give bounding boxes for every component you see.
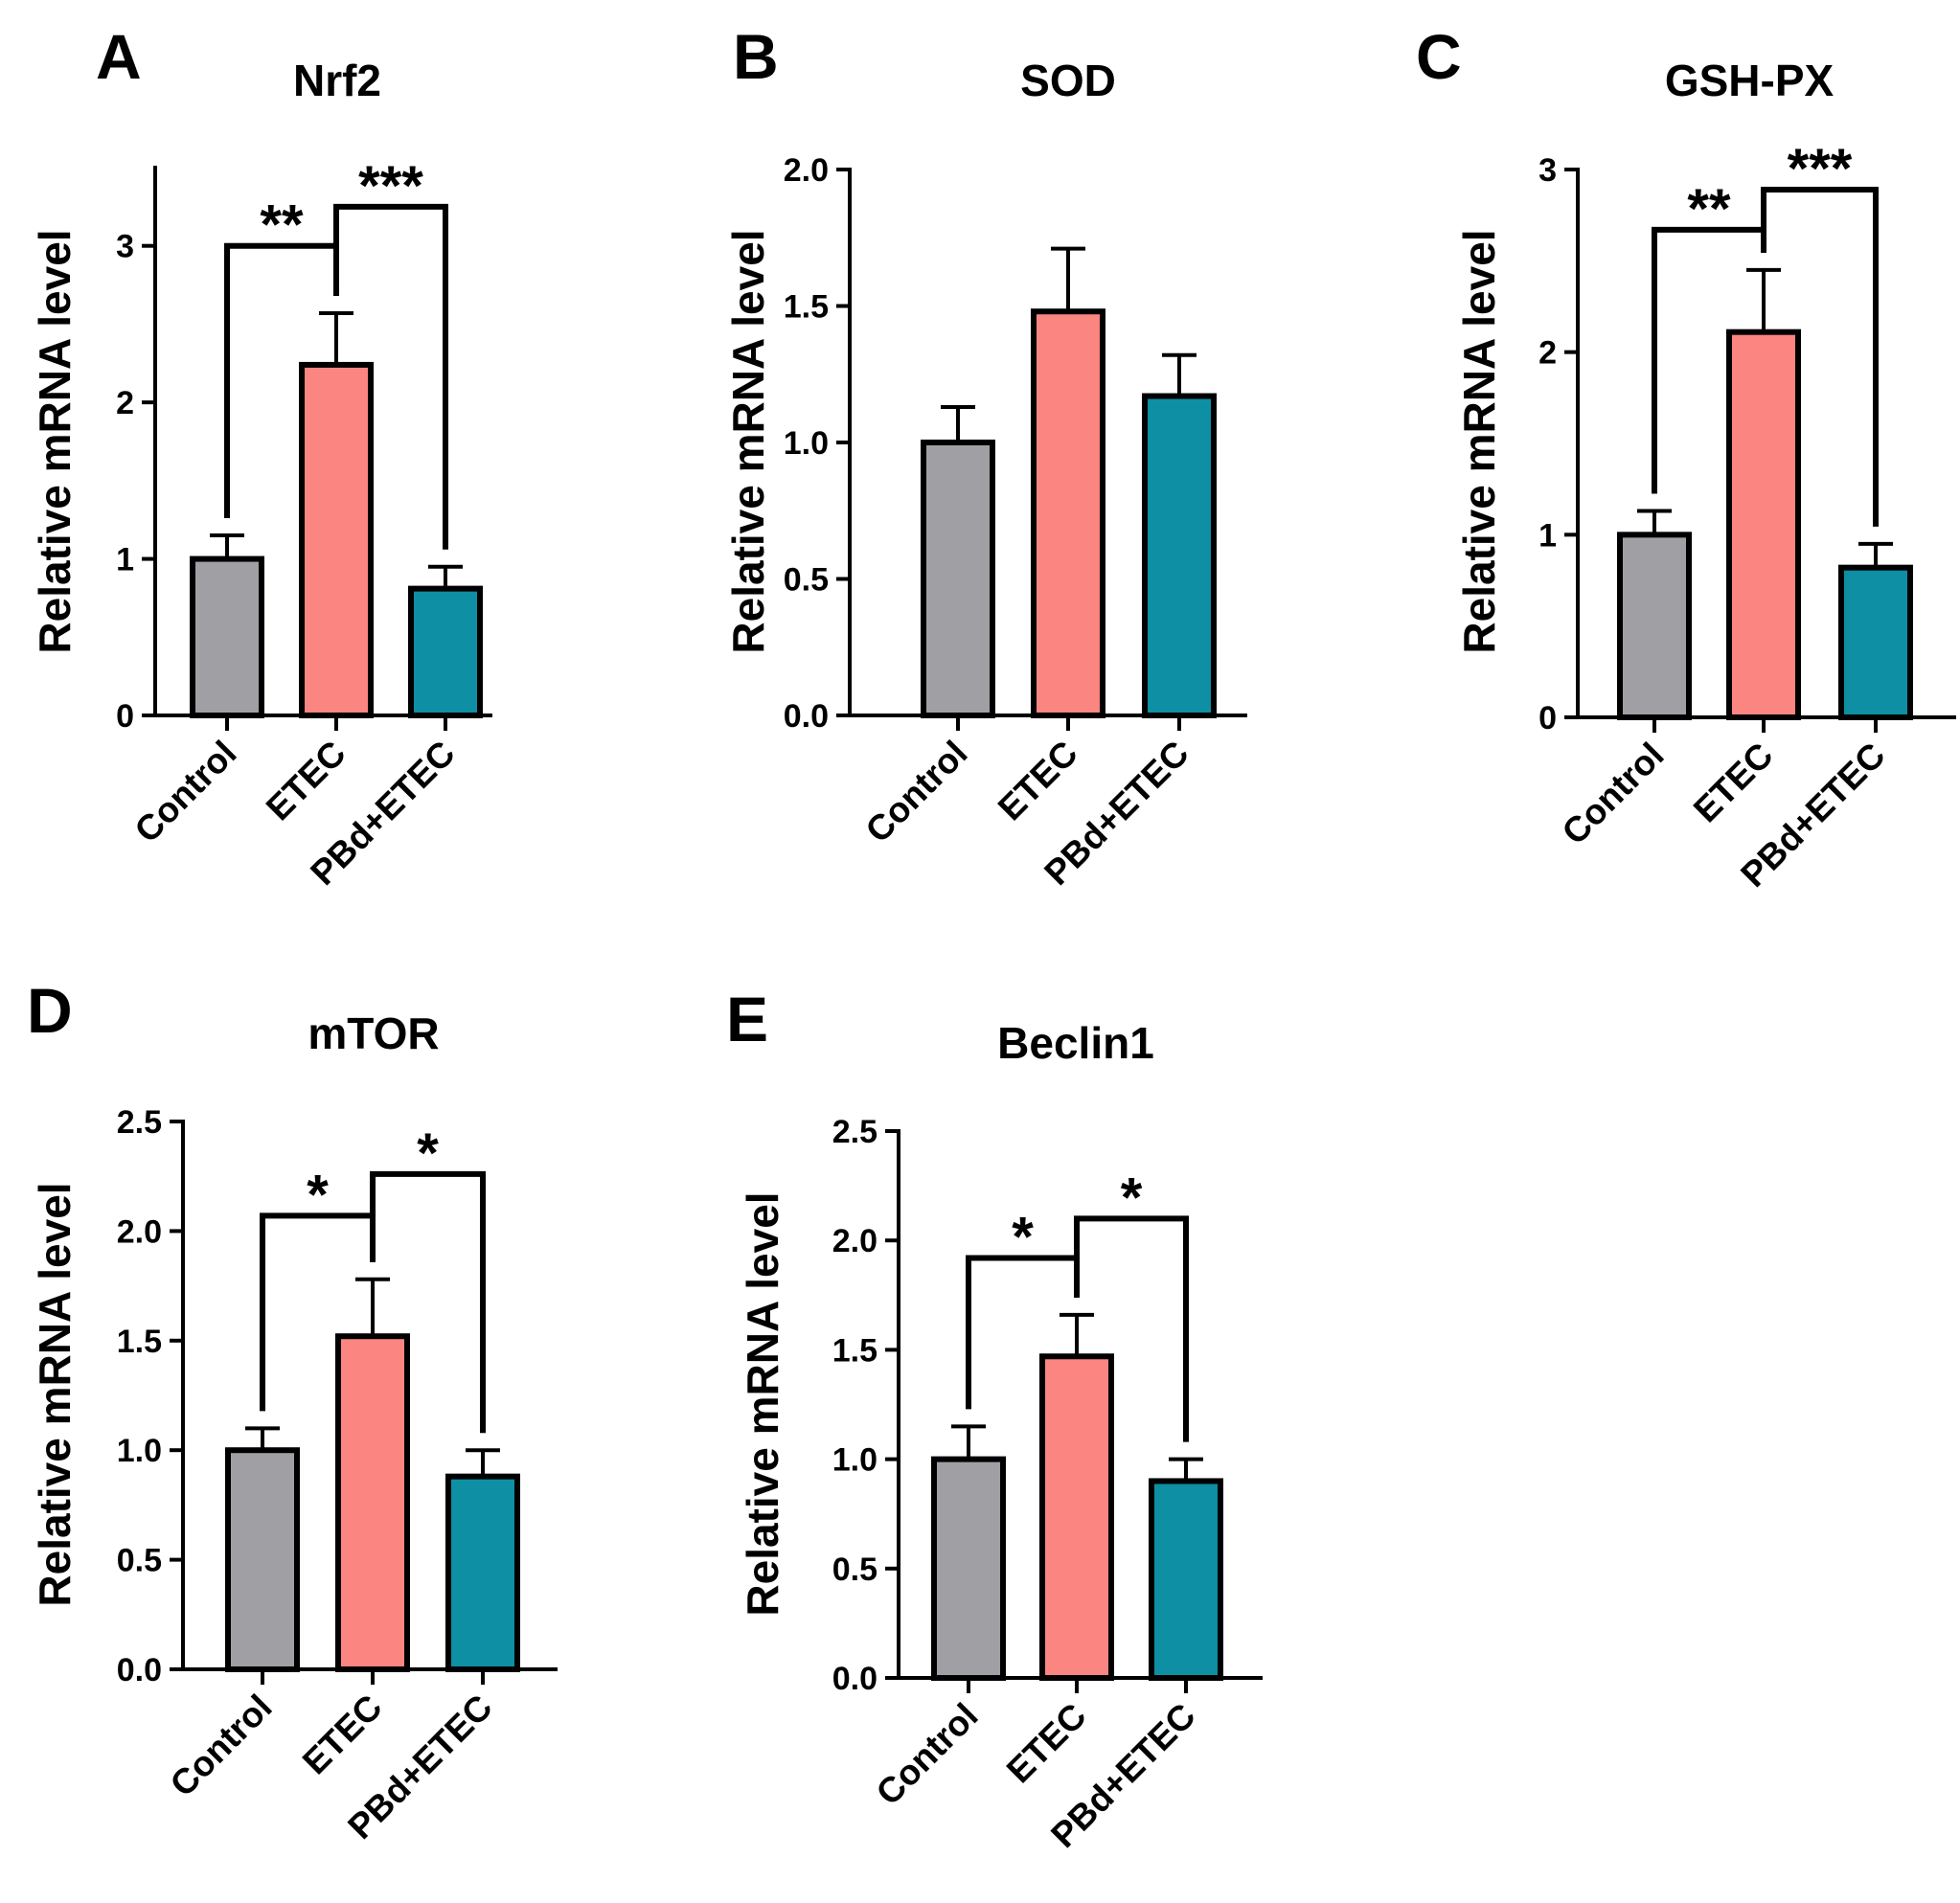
sig-bracket-e-1 xyxy=(1074,1215,1189,1442)
y-tick-label-d-3: 1.5 xyxy=(117,1324,162,1360)
bar-b-1 xyxy=(1031,308,1105,718)
bar-a-0 xyxy=(190,555,264,718)
sig-label-a-0: ** xyxy=(260,194,304,257)
x-tick-label-a-0: Control xyxy=(127,734,244,850)
panel-a-title: Nrf2 xyxy=(293,56,381,105)
bar-d-2 xyxy=(445,1473,520,1672)
y-tick-label-e-5: 2.5 xyxy=(832,1114,877,1150)
x-tick-label-c-1: ETEC xyxy=(1686,736,1781,830)
sig-bracket-a-1 xyxy=(333,203,448,550)
panel-a-letter: A xyxy=(96,21,142,92)
bar-a-1 xyxy=(299,361,374,718)
y-tick-label-b-2: 1.0 xyxy=(784,425,829,462)
sig-label-d-1: * xyxy=(417,1122,439,1185)
sig-bracket-d-1 xyxy=(370,1170,486,1434)
bar-b-2 xyxy=(1142,393,1217,718)
y-tick-label-c-0: 0 xyxy=(1538,700,1557,736)
y-tick-label-e-2: 1.0 xyxy=(832,1442,877,1479)
x-tick-label-e-1: ETEC xyxy=(999,1696,1094,1791)
y-tick-label-b-4: 2.0 xyxy=(784,152,829,189)
panel-b-ylabel: Relative mRNA level xyxy=(723,229,773,653)
panel-a-ylabel: Relative mRNA level xyxy=(30,229,80,653)
bar-e-2 xyxy=(1149,1478,1223,1681)
y-tick-label-e-0: 0.0 xyxy=(832,1661,877,1697)
bar-e-1 xyxy=(1039,1353,1114,1681)
y-tick-label-d-1: 0.5 xyxy=(117,1543,162,1579)
y-tick-label-c-1: 1 xyxy=(1538,517,1557,554)
bar-c-1 xyxy=(1726,328,1801,720)
panel-b-letter: B xyxy=(733,21,779,92)
panel-c-title: GSH-PX xyxy=(1665,56,1835,105)
x-tick-label-d-0: Control xyxy=(163,1688,280,1804)
bar-b-0 xyxy=(921,440,995,718)
x-tick-label-e-0: Control xyxy=(869,1696,986,1813)
y-tick-label-a-3: 3 xyxy=(116,229,134,265)
panel-b: B SOD Relative mRNA level 0.0 0.5 1.0 1.5 2.… xyxy=(723,21,1247,893)
panel-c-letter: C xyxy=(1416,21,1462,92)
y-tick-label-a-2: 2 xyxy=(116,385,134,421)
bar-c-2 xyxy=(1838,564,1913,720)
panel-d-letter: D xyxy=(27,975,73,1046)
y-tick-label-b-3: 1.5 xyxy=(784,289,829,326)
x-tick-label-b-0: Control xyxy=(858,734,975,850)
panel-e: E Beclin1 Relative mRNA level 0.0 0.5 1.0 1… xyxy=(726,984,1263,1855)
sig-label-e-1: * xyxy=(1121,1167,1143,1229)
y-tick-label-b-1: 0.5 xyxy=(784,562,829,599)
sig-label-c-1: *** xyxy=(1788,138,1853,200)
panel-e-title: Beclin1 xyxy=(997,1018,1154,1068)
y-tick-label-c-2: 2 xyxy=(1538,335,1557,372)
panel-d: D mTOR Relative mRNA level 0.0 0.5 1.0 1.5 2… xyxy=(27,975,558,1846)
x-tick-label-a-1: ETEC xyxy=(259,734,353,828)
sig-label-e-0: * xyxy=(1012,1206,1034,1268)
bar-d-0 xyxy=(225,1447,300,1672)
y-tick-label-d-0: 0.0 xyxy=(117,1652,162,1688)
panel-c-ylabel: Relative mRNA level xyxy=(1454,229,1504,653)
sig-label-a-1: *** xyxy=(358,155,423,217)
bar-a-2 xyxy=(408,585,483,718)
panel-b-title: SOD xyxy=(1020,56,1116,105)
y-tick-label-c-3: 3 xyxy=(1538,152,1557,189)
x-tick-label-b-1: ETEC xyxy=(991,734,1085,828)
x-tick-label-d-1: ETEC xyxy=(295,1688,390,1782)
y-tick-label-a-0: 0 xyxy=(116,698,134,735)
panel-a: A Nrf2 Relative mRNA level 0 1 2 3 Control ET… xyxy=(30,21,492,893)
panel-c: C GSH-PX Relative mRNA level 0 1 2 3 Control… xyxy=(1416,21,1956,895)
panel-d-title: mTOR xyxy=(308,1008,439,1058)
y-tick-label-d-5: 2.5 xyxy=(117,1104,162,1141)
sig-label-d-0: * xyxy=(307,1164,329,1226)
bar-e-0 xyxy=(931,1456,1006,1681)
sig-label-c-0: ** xyxy=(1687,178,1731,240)
y-tick-label-d-4: 2.0 xyxy=(117,1213,162,1250)
y-tick-label-b-0: 0.0 xyxy=(784,698,829,735)
y-tick-label-d-2: 1.0 xyxy=(117,1433,162,1469)
y-tick-label-e-4: 2.0 xyxy=(832,1223,877,1259)
y-tick-label-e-3: 1.5 xyxy=(832,1332,877,1369)
bar-c-0 xyxy=(1617,532,1692,720)
panel-e-letter: E xyxy=(726,984,768,1054)
sig-bracket-c-1 xyxy=(1761,186,1879,527)
panel-d-ylabel: Relative mRNA level xyxy=(30,1182,80,1606)
y-tick-label-e-1: 0.5 xyxy=(832,1552,877,1588)
x-tick-label-c-0: Control xyxy=(1555,736,1672,852)
bar-d-1 xyxy=(335,1333,410,1672)
panel-e-ylabel: Relative mRNA level xyxy=(738,1191,787,1616)
y-tick-label-a-1: 1 xyxy=(116,542,134,578)
